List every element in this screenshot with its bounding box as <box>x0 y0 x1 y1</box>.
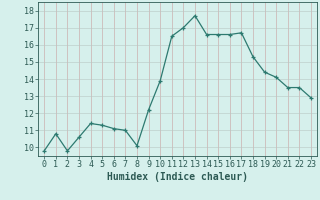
X-axis label: Humidex (Indice chaleur): Humidex (Indice chaleur) <box>107 172 248 182</box>
